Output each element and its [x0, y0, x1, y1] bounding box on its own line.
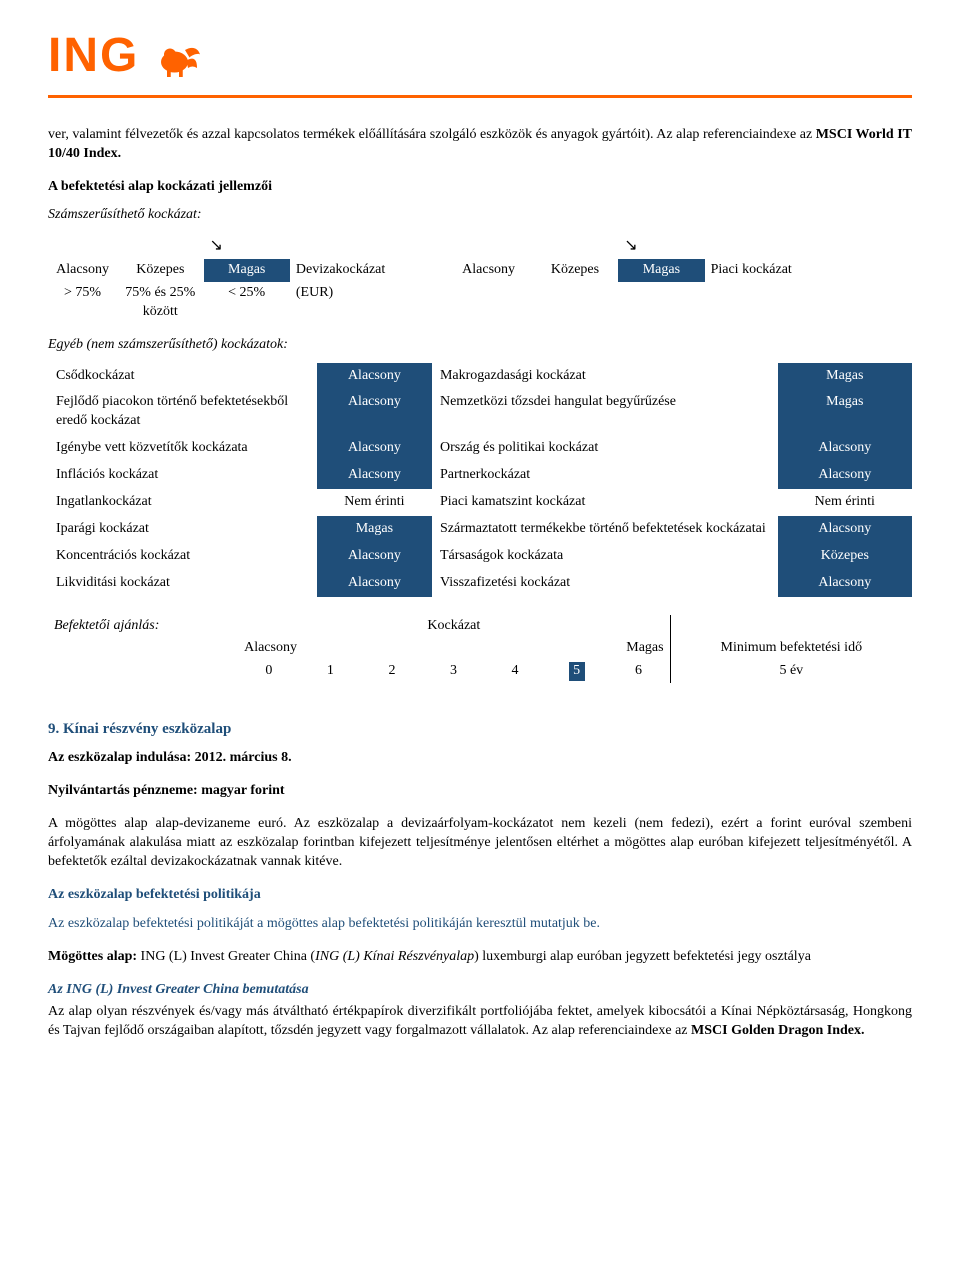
quant-high-header: Magas [204, 259, 290, 282]
risk-label-left: Ingatlankockázat [48, 489, 317, 516]
risk-value-left: Alacsony [317, 543, 432, 570]
risk-label-right: Származtatott termékekbe történő befekte… [432, 516, 778, 543]
risk-value-right: Alacsony [778, 570, 912, 597]
quant-high-header-2: Magas [618, 259, 704, 282]
quant-market-label: Piaci kockázat [705, 259, 912, 282]
brand-header: ING [48, 24, 912, 89]
risk-value-right: Nem érinti [778, 489, 912, 516]
quantifiable-risk-table: ↘ ↘ Alacsony Közepes Magas Devizakockáza… [48, 233, 912, 323]
risk-value-right: Közepes [778, 543, 912, 570]
quant-fx-ccy: (EUR) [290, 282, 446, 324]
quantifiable-risk-title: Számszerűsíthető kockázat: [48, 206, 912, 225]
risk-label-left: Iparági kockázat [48, 516, 317, 543]
recommendation-block: Befektetői ajánlás: Kockázat Alacsony Ma… [48, 615, 912, 684]
risk-label-right: Nemzetközi tőzsdei hangulat begyűrűzése [432, 389, 778, 435]
section-9-para1: A mögöttes alap alap-devizaneme euró. Az… [48, 815, 912, 872]
intro-text-1: ver, valamint félvezetők és azzal kapcso… [48, 127, 816, 142]
quant-low-header-2: Alacsony [445, 259, 531, 282]
section-9-sub-heading: Az ING (L) Invest Greater China bemutatá… [48, 981, 912, 1000]
rec-scale-6: 6 [607, 660, 670, 683]
risk-value-right: Magas [778, 389, 912, 435]
risk-label-right: Visszafizetési kockázat [432, 570, 778, 597]
rec-min-time-value: 5 év [670, 660, 912, 683]
rec-scale-3: 3 [423, 660, 485, 683]
risk-value-left: Nem érinti [317, 489, 432, 516]
arrow-icon: ↘ [618, 233, 704, 259]
risk-value-right: Alacsony [778, 462, 912, 489]
section-9-para2-index: MSCI Golden Dragon Index. [691, 1023, 864, 1038]
quant-low-val: > 75% [48, 282, 117, 324]
risk-label-right: Piaci kamatszint kockázat [432, 489, 778, 516]
other-risks-title: Egyéb (nem számszerűsíthető) kockázatok: [48, 336, 912, 355]
quant-mid-header-2: Közepes [532, 259, 618, 282]
risk-section-title: A befektetési alap kockázati jellemzői [48, 178, 912, 197]
recommendation-low: Alacsony [238, 637, 423, 660]
lion-icon [155, 32, 203, 80]
risk-value-left: Alacsony [317, 363, 432, 390]
quant-low-header: Alacsony [48, 259, 117, 282]
section-9-currency: Nyilvántartás pénzneme: magyar forint [48, 782, 912, 801]
risk-label-left: Likviditási kockázat [48, 570, 317, 597]
arrow-icon: ↘ [204, 233, 290, 259]
risk-label-left: Fejlődő piacokon történő befektetésekből… [48, 389, 317, 435]
recommendation-high: Magas [484, 637, 670, 660]
section-9-para2: Az alap olyan részvények és/vagy más átv… [48, 1003, 912, 1041]
section-9-policy-line: Az eszközalap befektetési politikáját a … [48, 915, 912, 934]
risk-label-left: Csődkockázat [48, 363, 317, 390]
quant-mid-val: 75% és 25% között [117, 282, 203, 324]
recommendation-risk-label: Kockázat [238, 615, 670, 638]
quant-fx-label: Devizakockázat [290, 259, 446, 282]
underlying-name-tail: ) luxemburgi alap euróban jegyzett befek… [474, 949, 811, 964]
risk-value-left: Alacsony [317, 389, 432, 435]
risk-value-left: Alacsony [317, 462, 432, 489]
rec-scale-2: 2 [361, 660, 423, 683]
risk-label-left: Koncentrációs kockázat [48, 543, 317, 570]
section-9-policy-heading: Az eszközalap befektetési politikája [48, 886, 912, 905]
underlying-label: Mögöttes alap: [48, 949, 141, 964]
rec-scale-4: 4 [484, 660, 546, 683]
risk-label-right: Partnerkockázat [432, 462, 778, 489]
risk-value-right: Magas [778, 363, 912, 390]
risk-label-left: Igénybe vett közvetítők kockázata [48, 435, 317, 462]
recommendation-label: Befektetői ajánlás: [48, 615, 238, 638]
section-9-underlying: Mögöttes alap: ING (L) Invest Greater Ch… [48, 948, 912, 967]
other-risks-table: CsődkockázatAlacsonyMakrogazdasági kocká… [48, 363, 912, 597]
underlying-name-italic: ING (L) Kínai Részvényalap [315, 949, 474, 964]
intro-paragraph: ver, valamint félvezetők és azzal kapcso… [48, 126, 912, 164]
rec-scale-5: 5 [546, 660, 608, 683]
risk-value-right: Alacsony [778, 435, 912, 462]
section-9-heading: 9. Kínai részvény eszközalap [48, 719, 912, 739]
logo-text: ING [48, 24, 139, 89]
risk-value-left: Alacsony [317, 435, 432, 462]
rec-scale-1: 1 [300, 660, 362, 683]
underlying-name-plain: ING (L) Invest Greater China ( [141, 949, 316, 964]
quant-high-val: < 25% [204, 282, 290, 324]
recommendation-min-time-label: Minimum befektetési idő [670, 637, 912, 660]
section-9-start-date: Az eszközalap indulása: 2012. március 8. [48, 749, 912, 768]
risk-value-left: Alacsony [317, 570, 432, 597]
risk-label-right: Makrogazdasági kockázat [432, 363, 778, 390]
header-underline [48, 95, 912, 98]
rec-scale-0: 0 [238, 660, 300, 683]
risk-label-right: Ország és politikai kockázat [432, 435, 778, 462]
risk-value-left: Magas [317, 516, 432, 543]
risk-label-right: Társaságok kockázata [432, 543, 778, 570]
risk-value-right: Alacsony [778, 516, 912, 543]
quant-mid-header: Közepes [117, 259, 203, 282]
risk-label-left: Inflációs kockázat [48, 462, 317, 489]
